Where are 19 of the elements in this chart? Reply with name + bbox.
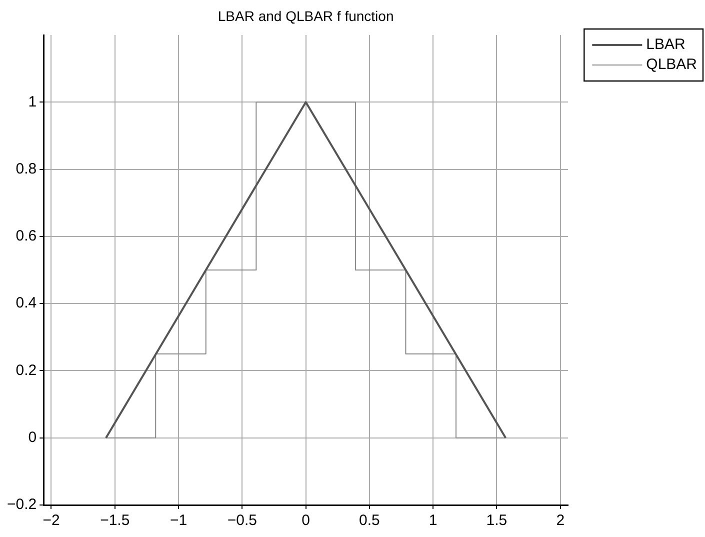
y-tick-label: 0.4 <box>16 294 37 312</box>
x-tick-label: −1.5 <box>100 512 130 530</box>
legend-label: LBAR <box>646 36 686 54</box>
x-tick-label: −1 <box>170 512 188 530</box>
y-tick-label: 1 <box>28 93 37 110</box>
y-tick-label: 0.2 <box>16 362 37 379</box>
y-tick-label: −0.2 <box>6 496 37 514</box>
x-tick-label: 2 <box>556 512 565 530</box>
x-tick-label: 1.5 <box>486 512 508 530</box>
x-tick-label: −2 <box>42 512 60 530</box>
y-tick-label: 0.6 <box>16 228 37 245</box>
x-tick-label: 1 <box>428 512 438 530</box>
x-tick-label: 0 <box>302 512 310 530</box>
y-tick-label: 0.8 <box>16 160 37 178</box>
x-tick-label: −0.5 <box>227 512 257 530</box>
y-tick-label: 0 <box>28 429 37 446</box>
legend-label: QLBAR <box>646 56 698 74</box>
x-tick-label: 0.5 <box>359 512 380 530</box>
chart-title: LBAR and QLBAR f function <box>218 8 394 24</box>
